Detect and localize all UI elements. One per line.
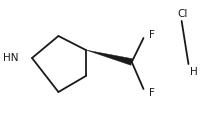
Polygon shape (86, 50, 133, 65)
Text: HN: HN (3, 53, 18, 63)
Text: H: H (190, 67, 198, 77)
Text: F: F (149, 30, 155, 40)
Text: Cl: Cl (178, 9, 188, 19)
Text: F: F (149, 88, 155, 98)
